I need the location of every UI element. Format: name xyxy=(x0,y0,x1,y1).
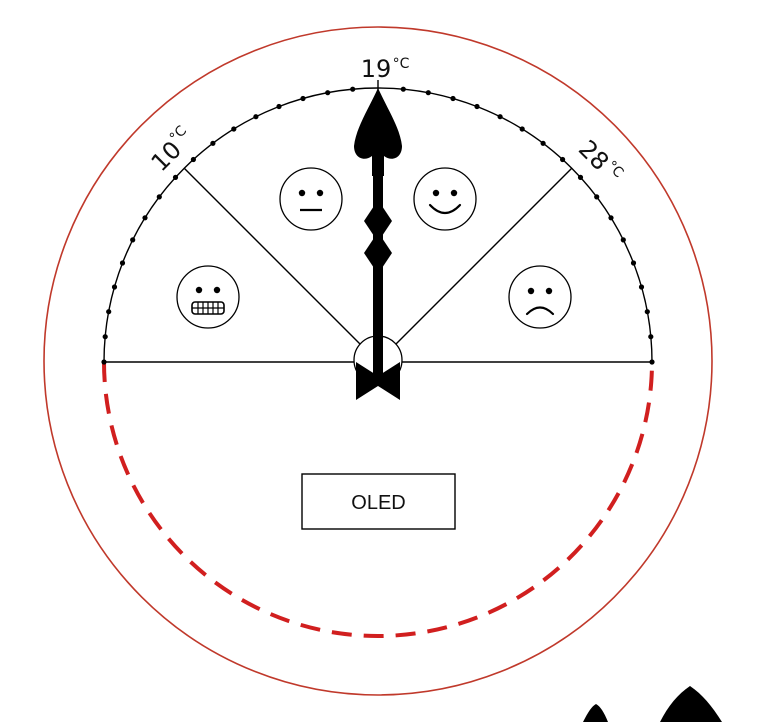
scale-tick-dot xyxy=(638,284,645,290)
scale-label-19: 19 °C xyxy=(361,55,410,83)
outer-enclosure-circle xyxy=(43,26,713,696)
scale-tick-dot xyxy=(577,174,584,180)
scale-tick-dot xyxy=(400,86,406,92)
needle-pointer xyxy=(354,88,402,400)
scale-tick-dot xyxy=(594,194,600,200)
scale-tick-dot xyxy=(106,309,112,315)
oled-display-label: OLED xyxy=(351,492,405,514)
lower-dashed-arc xyxy=(102,361,654,638)
scale-tick-dot xyxy=(630,260,637,266)
scale-tick-dot xyxy=(276,103,282,110)
scale-tick-dot xyxy=(119,260,126,266)
scale-label-28: 28 °C xyxy=(573,135,627,182)
scale-label-19-value: 19 xyxy=(361,55,392,83)
scale-tick-dot xyxy=(210,140,216,146)
scale-tick-dot xyxy=(425,90,431,96)
scale-tick-dot xyxy=(130,237,136,243)
scale-tick-dot xyxy=(620,237,626,243)
scale-tick-dot xyxy=(190,156,196,163)
oled-display: OLED xyxy=(301,473,456,530)
scale-tick-dot xyxy=(450,95,456,102)
scale-tick-dot xyxy=(350,86,356,92)
scale-tick-dot xyxy=(497,114,503,120)
scale-label-19-unit: °C xyxy=(393,56,410,72)
grimace-face-icon xyxy=(176,265,240,329)
scale-tick-dot xyxy=(649,359,655,365)
smiley-face-icon xyxy=(413,167,477,231)
scale-tick-dot xyxy=(101,359,107,365)
scale-tick-dots xyxy=(101,86,655,365)
scale-tick-dot xyxy=(142,215,148,221)
scale-tick-dot xyxy=(111,284,118,290)
scale-tick-dot xyxy=(519,126,525,132)
scale-tick-dot xyxy=(644,309,650,315)
corner-black-shape-right xyxy=(660,686,722,722)
scale-tick-dot xyxy=(231,126,237,132)
neutral-face-icon xyxy=(279,167,343,231)
scale-tick-dot xyxy=(608,215,614,221)
scale-tick-dot xyxy=(540,140,546,146)
scale-tick-dot xyxy=(102,334,108,340)
scale-tick-dot xyxy=(172,174,179,180)
scale-label-10: 10 °C xyxy=(146,123,190,177)
scale-tick-dot xyxy=(560,156,566,163)
scale-tick-dot xyxy=(156,194,162,200)
scale-tick-dot xyxy=(648,334,654,340)
frown-face-icon xyxy=(508,265,572,329)
scale-tick-dot xyxy=(253,114,259,120)
corner-black-shape-left xyxy=(583,704,608,722)
scale-tick-dot xyxy=(474,103,480,110)
zone-divider-right xyxy=(377,167,573,363)
zone-divider-left xyxy=(183,167,379,363)
scale-tick-dot xyxy=(325,90,331,96)
scale-tick-dot xyxy=(300,95,306,102)
